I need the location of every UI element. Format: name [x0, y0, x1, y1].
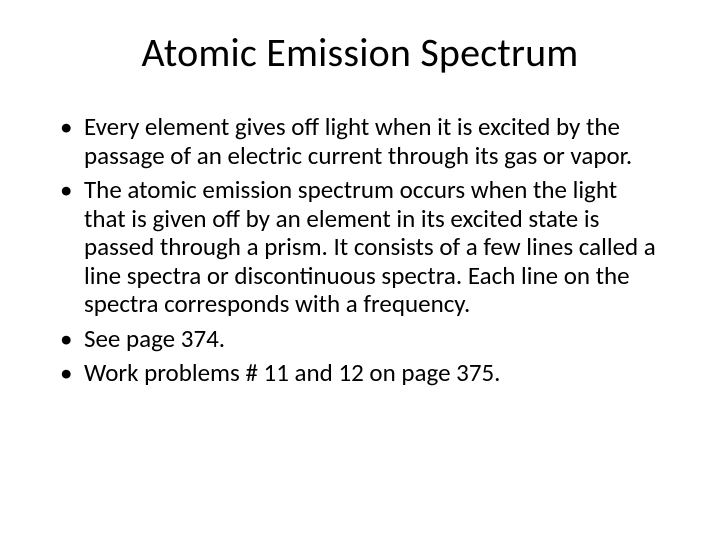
list-item: Every element gives off light when it is… [56, 113, 664, 170]
slide-title: Atomic Emission Spectrum [56, 28, 664, 77]
list-item: Work problems # 11 and 12 on page 375. [56, 359, 664, 388]
list-item: See page 374. [56, 325, 664, 354]
list-item: The atomic emission spectrum occurs when… [56, 176, 664, 319]
bullet-list: Every element gives off light when it is… [56, 113, 664, 388]
slide: Atomic Emission Spectrum Every element g… [0, 0, 720, 540]
